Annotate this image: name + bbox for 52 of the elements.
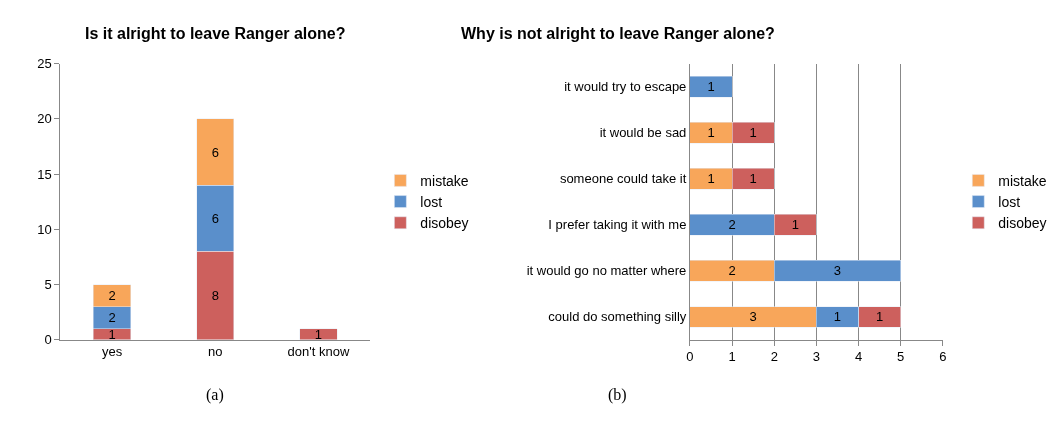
x-tick-label: yes [101,344,123,360]
data-label: 1 [749,125,757,141]
chart-title: Why is not alright to leave Ranger alone? [461,25,775,42]
data-label: 2 [728,217,736,233]
data-label: 2 [108,288,116,304]
bar [299,328,338,340]
data-label: 1 [791,217,799,233]
data-label: 1 [707,171,715,187]
data-label: 1 [749,171,757,187]
chart-title: Is it alright to leave Ranger alone? [85,25,346,42]
legend-label: mistake [998,172,1047,189]
data-label: 1 [875,309,884,325]
legend-label: mistake [420,172,469,189]
y-tick-label: I prefer taking it with me [548,217,687,233]
x-tick-label: 6 [939,349,947,365]
legend-label: disobey [420,215,469,232]
data-label: 6 [211,210,219,226]
y-tick-label: someone could take it [559,171,687,187]
bar [689,76,733,98]
y-tick-label: 20 [37,111,52,127]
y-tick-label: it would try to escape [564,79,687,95]
data-label: 1 [833,309,842,325]
x-tick-label: 3 [812,349,820,365]
y-tick-label: 0 [44,332,52,348]
text: (a) [206,386,224,404]
y-tick-label: it would be sad [599,125,687,141]
data-label: 6 [211,144,219,160]
y-tick-label: it would go no matter where [526,263,687,279]
x-tick-label: 1 [728,349,736,365]
legend-label: disobey [998,215,1047,232]
y-tick-label: 25 [37,56,52,72]
x-tick-label: 2 [770,349,778,365]
legend-label: lost [998,194,1021,211]
data-label: 1 [707,79,715,95]
x-tick-label: 4 [854,349,863,365]
data-label: 3 [833,263,842,279]
text: (b) [608,386,627,404]
data-label: 2 [728,263,736,279]
data-label: 8 [211,288,219,304]
data-label: 1 [314,326,323,342]
x-tick-label: no [208,344,223,360]
data-label: 1 [707,125,715,141]
legend-label: lost [420,194,443,211]
data-label: 1 [108,326,116,342]
data-label: 3 [749,309,757,325]
data-label: 2 [108,310,116,326]
y-tick-label: 5 [44,277,52,293]
y-tick-label: 15 [37,166,52,182]
y-tick-label: 10 [37,221,52,237]
y-tick-label: could do something silly [548,309,687,325]
x-tick-label: don't know [287,344,350,360]
x-tick-label: 5 [897,349,905,365]
